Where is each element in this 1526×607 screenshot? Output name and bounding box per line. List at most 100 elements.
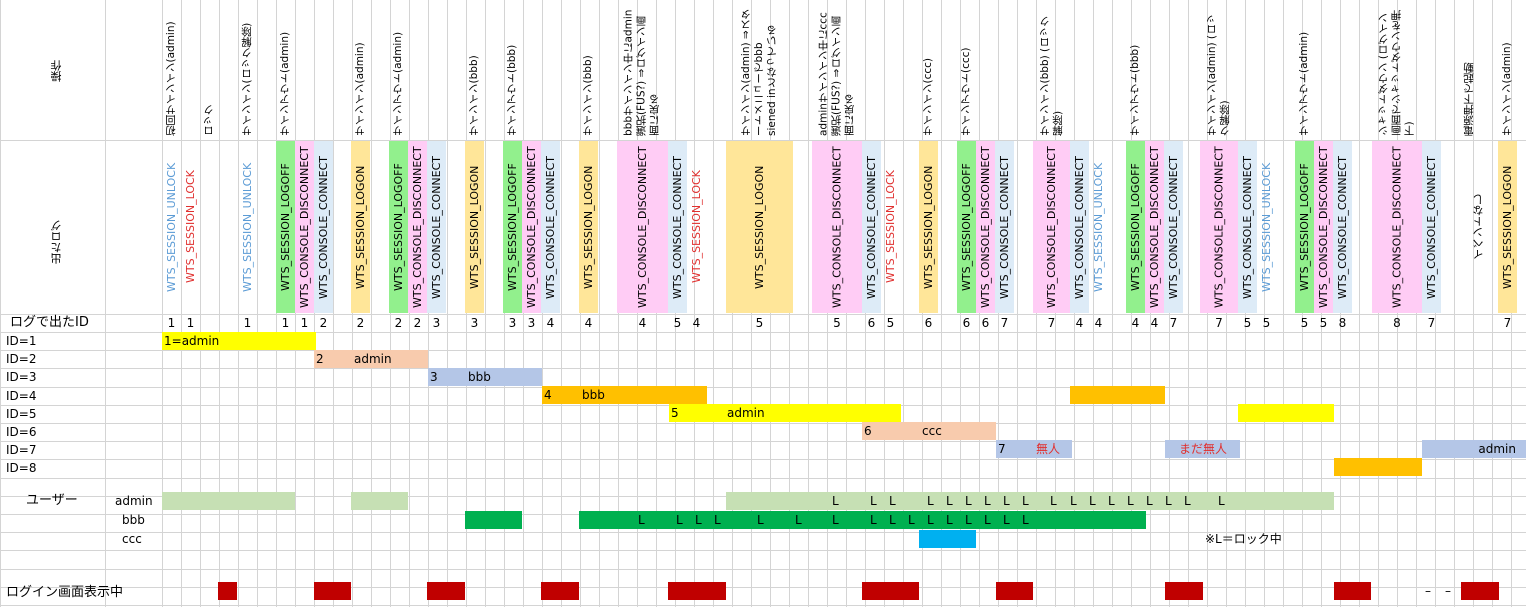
log-id: 2 — [319, 316, 328, 330]
lock-mark-admin: L — [1089, 494, 1096, 508]
log-label: WTS_SESSION_LOCK — [690, 170, 703, 284]
bbb-bar-2 — [579, 511, 1146, 529]
operation-label: サインイン(admin) ⇒スタートメニューでbbb siened inとなって… — [740, 9, 778, 136]
login-screen-mark — [862, 582, 919, 600]
log-label: WTS_SESSION_LOGON — [919, 141, 938, 313]
log-id: 1 — [243, 316, 252, 330]
dash-1: – — [1425, 584, 1431, 598]
operation-label: サインイン(ccc) — [922, 57, 934, 136]
header-log: 出たログ — [50, 220, 63, 264]
log-id: 6 — [867, 316, 876, 330]
log-label: WTS_SESSION_LOGON — [351, 141, 370, 313]
login-screen-mark — [668, 582, 726, 600]
login-screen-mark — [1461, 582, 1499, 600]
login-screen-label: ログイン画面表示中 — [6, 585, 124, 600]
log-id: 8 — [1393, 316, 1401, 330]
bbb-bar-1 — [465, 511, 522, 529]
log-id: 4 — [1131, 316, 1140, 330]
admin-bar-1 — [162, 492, 295, 510]
log-label: WTS_CONSOLE_DISCONNECT — [976, 141, 995, 313]
grid-vline — [219, 0, 220, 607]
log-id: 4 — [546, 316, 555, 330]
grid-vline — [485, 0, 486, 607]
lock-mark-bbb: L — [757, 513, 764, 527]
bar-id3: 3 bbb — [428, 368, 542, 386]
grid-vline — [903, 0, 904, 607]
grid-vline — [1359, 0, 1360, 607]
lock-mark-bbb: L — [889, 513, 896, 527]
lock-mark-bbb: L — [1003, 513, 1010, 527]
log-id: 3 — [470, 316, 479, 330]
grid-hline — [0, 532, 1526, 533]
lock-mark-bbb: L — [908, 513, 915, 527]
operation-label: サインアウト(admin) — [1298, 31, 1310, 136]
grid-hline — [0, 350, 1526, 351]
user-admin-label: admin — [115, 494, 153, 508]
grid-vline — [1283, 0, 1284, 607]
lock-mark-bbb: L — [832, 513, 839, 527]
grid-vline — [884, 0, 885, 607]
log-id: 2 — [356, 316, 365, 330]
admin-bar-3 — [726, 492, 1334, 510]
log-label: イベントなし — [1472, 194, 1485, 260]
grid-vline — [0, 0, 1, 607]
log-id: 4 — [584, 316, 593, 330]
lock-mark-bbb: L — [927, 513, 934, 527]
id-row-label: ID=3 — [6, 370, 37, 385]
grid-hline — [0, 550, 1526, 551]
log-id: 7 — [1000, 316, 1009, 330]
operation-label: サインイン(admin) — [354, 42, 366, 136]
bar-id8 — [1334, 458, 1422, 476]
grid-hline — [0, 140, 1526, 141]
lock-mark-admin: L — [870, 494, 877, 508]
log-label: WTS_SESSION_LOGON — [579, 141, 598, 313]
operation-label: サインイン(bbb) (ロック解除) — [1039, 16, 1064, 136]
lock-mark-bbb: L — [695, 513, 702, 527]
grid-vline — [1492, 0, 1493, 607]
log-label: WTS_CONSOLE_CONNECT — [541, 141, 560, 313]
log-id: 5 — [755, 316, 764, 330]
log-label: WTS_CONSOLE_CONNECT — [427, 141, 446, 313]
lock-mark-admin: L — [1050, 494, 1057, 508]
lock-mark-bbb: L — [946, 513, 953, 527]
grid-vline — [162, 0, 163, 607]
lock-mark-bbb: L — [984, 513, 991, 527]
header-id-row: ログで出たID — [10, 315, 89, 330]
id-row-label: ID=2 — [6, 352, 37, 367]
log-label: WTS_CONSOLE_CONNECT — [1422, 141, 1441, 313]
operation-label: bbbサインイン中にadmin 選択(FUS?) ⇒ログイン画面に戻る — [622, 9, 661, 136]
id-row-label: ID=8 — [6, 461, 37, 476]
lock-mark-bbb: L — [638, 513, 645, 527]
ccc-bar — [919, 530, 976, 548]
login-screen-mark — [1165, 582, 1203, 600]
log-id: 6 — [924, 316, 933, 330]
operation-label: ロック — [203, 104, 215, 137]
lock-mark-admin: L — [1003, 494, 1010, 508]
log-label: WTS_CONSOLE_DISCONNECT — [1145, 141, 1164, 313]
grid-vline — [105, 0, 106, 607]
lock-mark-admin: L — [1218, 494, 1225, 508]
grid-hline — [0, 459, 1526, 460]
log-label: WTS_CONSOLE_CONNECT — [862, 141, 881, 313]
lock-mark-admin: L — [1165, 494, 1172, 508]
lock-mark-bbb: L — [676, 513, 683, 527]
grid-hline — [0, 478, 1526, 479]
log-id: 3 — [432, 316, 441, 330]
log-label: WTS_SESSION_LOGOFF — [503, 141, 522, 313]
grid-vline — [200, 0, 201, 607]
log-id: 1 — [281, 316, 290, 330]
log-label: WTS_SESSION_LOGOFF — [389, 141, 408, 313]
users-section-label: ユーザー — [26, 493, 78, 508]
login-screen-mark — [314, 582, 351, 600]
grid-vline — [1017, 0, 1018, 607]
bar-id6: 6 ccc — [862, 422, 996, 440]
operation-label: サインイン(admin) — [1501, 42, 1513, 136]
log-label: WTS_CONSOLE_DISCONNECT — [1314, 141, 1333, 313]
operation-label: サインイン(ロック解除) — [241, 22, 253, 136]
lock-mark-admin: L — [927, 494, 934, 508]
log-label: WTS_SESSION_LOGOFF — [1126, 141, 1145, 313]
log-id — [1460, 314, 1498, 332]
id-row-label: ID=6 — [6, 425, 37, 439]
login-screen-mark — [541, 582, 579, 600]
grid-vline — [181, 0, 182, 607]
